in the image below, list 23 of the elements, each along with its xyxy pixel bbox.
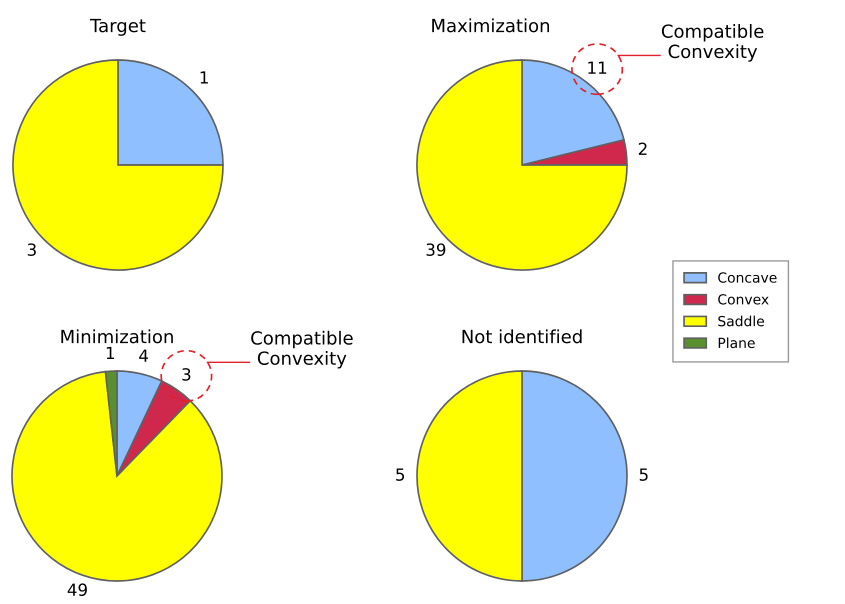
legend-label: Plane — [718, 337, 755, 348]
data-label: 11 — [588, 62, 606, 74]
data-label: 3 — [182, 368, 190, 381]
data-label: 4 — [139, 350, 148, 362]
chart-title: Target — [90, 18, 146, 36]
legend-label: Convex — [718, 294, 769, 305]
text: Minimization — [61, 329, 173, 344]
pie-slice — [416, 59, 628, 271]
data-label: 49 — [68, 583, 87, 596]
data-label: 3 — [28, 243, 36, 256]
chart-title: Maximization — [432, 18, 550, 32]
text: Compatible Convexity — [662, 24, 764, 62]
data-label: 1 — [200, 71, 208, 84]
data-label: 39 — [426, 243, 446, 256]
legend-label: Saddle — [718, 316, 764, 326]
legend-label: Concave — [718, 272, 777, 283]
pie-slice — [12, 59, 224, 271]
text: Compatible Convexity — [251, 330, 353, 369]
data-label: 5 — [396, 468, 404, 481]
data-label: 1 — [106, 346, 114, 359]
data-label: 2 — [638, 142, 647, 155]
data-label: 5 — [640, 468, 648, 481]
chart-title: Not identified — [462, 329, 582, 344]
